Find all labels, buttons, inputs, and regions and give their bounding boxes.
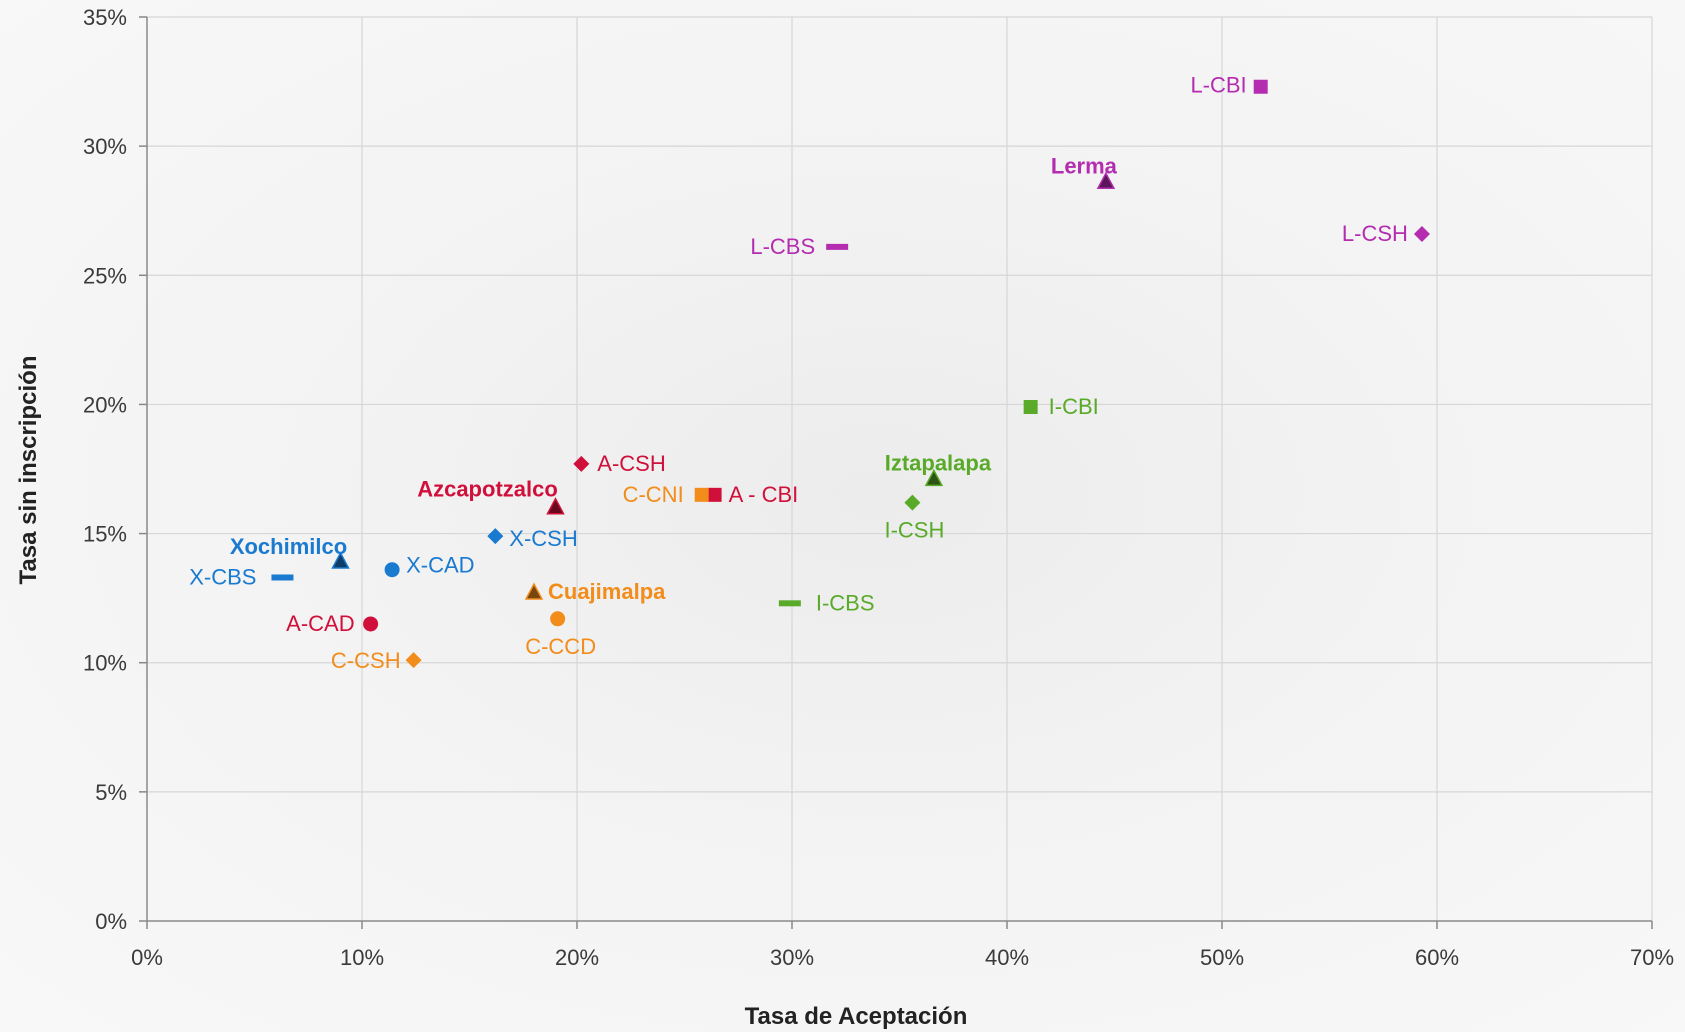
point-i-csh-marker: [904, 494, 921, 511]
point-lerma-marker: [1096, 171, 1116, 190]
axes: [139, 16, 1653, 929]
point-iztapalapa-marker: [924, 468, 944, 487]
x-tick-label: 70%: [1630, 945, 1674, 970]
point-c-cni-marker: [694, 487, 709, 502]
y-tick-label: 0%: [95, 909, 127, 934]
point-azcapotzalco-marker: [546, 497, 565, 515]
x-axis-ticks: 0% 10% 20% 30% 40% 50% 60% 70%: [131, 945, 1674, 970]
point-x-cad-marker: [384, 562, 400, 578]
x-tick-label: 0%: [131, 945, 163, 970]
point-l-cbi-label: L-CBI: [1190, 73, 1246, 98]
gridlines: [147, 16, 1653, 921]
point-labels: L-CBI Lerma L-CSH L-CBS I-CBI Iztapalapa I-CSH…: [189, 73, 1408, 673]
y-tick-label: 35%: [83, 5, 127, 30]
point-a-cad-marker: [363, 616, 379, 632]
point-c-csh-marker: [405, 652, 422, 669]
point-x-cbs-marker: [271, 574, 294, 581]
point-c-ccd-marker: [550, 611, 566, 627]
point-xochimilco-marker: [331, 551, 350, 569]
point-a-cbi-label: A - CBI: [729, 482, 799, 507]
point-i-cbi-marker: [1023, 400, 1038, 415]
y-tick-label: 15%: [83, 522, 127, 547]
data-points: [271, 79, 1430, 669]
point-c-cni-label: C-CNI: [623, 482, 684, 507]
point-a-cbi-marker: [707, 487, 722, 502]
point-lerma-label: Lerma: [1051, 153, 1118, 178]
point-i-cbi-label: I-CBI: [1049, 394, 1099, 419]
point-l-cbs-marker: [826, 243, 849, 250]
point-cuajimalpa-label: Cuajimalpa: [548, 579, 666, 604]
point-x-csh-marker: [487, 528, 504, 545]
point-cuajimalpa-marker: [524, 582, 544, 600]
y-tick-label: 5%: [95, 780, 127, 805]
x-tick-label: 50%: [1200, 945, 1244, 970]
x-tick-label: 40%: [985, 945, 1029, 970]
x-axis-title: Tasa de Aceptación: [745, 1003, 968, 1030]
x-tick-label: 10%: [340, 945, 384, 970]
x-tick-label: 60%: [1415, 945, 1459, 970]
point-a-cad-label: A-CAD: [286, 611, 354, 636]
x-tick-label: 30%: [770, 945, 814, 970]
point-x-cbs-label: X-CBS: [189, 564, 256, 589]
point-i-cbs-marker: [778, 600, 801, 607]
point-c-ccd-label: C-CCD: [525, 634, 596, 659]
y-tick-label: 30%: [83, 134, 127, 159]
y-tick-label: 25%: [83, 263, 127, 288]
point-x-csh-label: X-CSH: [509, 526, 577, 551]
y-tick-label: 20%: [83, 392, 127, 417]
point-x-cad-label: X-CAD: [406, 553, 474, 578]
point-a-csh-label: A-CSH: [597, 451, 665, 476]
point-i-cbs-label: I-CBS: [816, 590, 875, 615]
y-tick-label: 10%: [83, 651, 127, 676]
x-tick-label: 20%: [555, 945, 599, 970]
y-axis-ticks: 0% 5% 10% 15% 20% 25% 30% 35%: [83, 5, 127, 934]
point-l-csh-marker: [1413, 225, 1430, 242]
point-l-cbi-marker: [1253, 79, 1268, 94]
y-axis-title: Tasa sin inscripción: [15, 356, 42, 585]
point-c-csh-label: C-CSH: [331, 648, 401, 673]
point-l-csh-label: L-CSH: [1342, 221, 1408, 246]
point-xochimilco-label: Xochimilco: [230, 534, 347, 559]
point-azcapotzalco-label: Azcapotzalco: [417, 477, 558, 502]
point-i-csh-label: I-CSH: [884, 518, 944, 543]
point-a-csh-marker: [573, 455, 590, 472]
point-l-cbs-label: L-CBS: [750, 234, 815, 259]
point-iztapalapa-label: Iztapalapa: [885, 450, 992, 475]
